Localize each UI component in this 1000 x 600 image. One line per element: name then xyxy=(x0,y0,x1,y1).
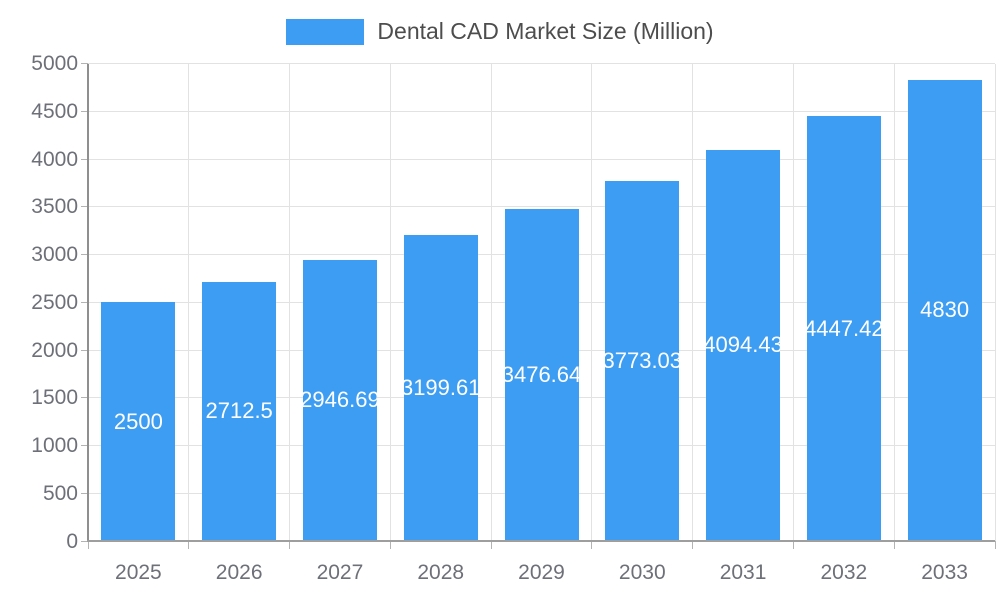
h-gridline xyxy=(88,158,995,160)
y-axis-tick-label: 3500 xyxy=(31,195,78,219)
y-axis-tick-label: 1500 xyxy=(31,386,78,410)
y-axis-tick-label: 3000 xyxy=(31,243,78,266)
x-axis-tick-label: 2029 xyxy=(518,561,565,584)
x-axis-tick xyxy=(87,541,89,549)
y-axis-tick-label: 2500 xyxy=(31,290,78,314)
bar-value-label: 3476.64 xyxy=(504,361,579,387)
x-axis-tick-label: 2033 xyxy=(921,561,968,584)
bar[interactable]: 2500 xyxy=(101,302,176,541)
x-axis-tick-label: 2032 xyxy=(820,561,868,584)
v-gridline xyxy=(188,63,190,541)
x-axis-tick-label: 2027 xyxy=(316,561,364,584)
x-axis-tick xyxy=(692,541,694,549)
bar-value-label: 2712.5 xyxy=(205,398,273,424)
legend-label: Dental CAD Market Size (Million) xyxy=(377,18,714,44)
v-gridline xyxy=(289,63,291,541)
x-axis-tick xyxy=(490,541,492,549)
y-axis-tick xyxy=(81,206,88,208)
bar[interactable]: 2946.69 xyxy=(302,259,377,541)
y-axis-tick xyxy=(81,158,88,160)
v-gridline xyxy=(792,63,794,541)
bar-value-label: 4830 xyxy=(920,297,970,323)
bar-value-label: 4447.42 xyxy=(806,315,881,341)
bar[interactable]: 3199.61 xyxy=(403,235,478,541)
h-gridline xyxy=(88,206,995,208)
x-axis-tick-label: 2030 xyxy=(618,561,666,584)
v-gridline xyxy=(692,63,694,541)
h-gridline xyxy=(88,110,995,112)
h-gridline xyxy=(88,63,995,64)
y-axis-tick xyxy=(81,301,88,303)
x-axis-tick xyxy=(389,541,391,549)
y-axis-tick xyxy=(81,540,88,542)
v-gridline xyxy=(389,63,391,541)
v-gridline xyxy=(994,63,996,541)
x-axis-tick-label: 2025 xyxy=(115,561,162,584)
y-axis-tick xyxy=(81,110,88,112)
bar[interactable]: 2712.5 xyxy=(202,281,277,541)
bar-value-label: 2500 xyxy=(113,408,163,434)
bar-value-label: 4094.43 xyxy=(706,332,781,358)
x-axis-tick xyxy=(188,541,190,549)
v-gridline xyxy=(490,63,492,541)
y-axis-tick xyxy=(81,63,88,64)
y-axis-tick xyxy=(81,397,88,399)
legend-item[interactable]: Dental CAD Market Size (Million) xyxy=(0,18,1000,45)
v-gridline xyxy=(591,63,593,541)
bar[interactable]: 4094.43 xyxy=(706,149,781,541)
x-axis-tick xyxy=(591,541,593,549)
bar-value-label: 2946.69 xyxy=(302,387,377,413)
y-axis-tick xyxy=(81,492,88,494)
bar-value-label: 3773.03 xyxy=(605,347,680,373)
x-axis-tick xyxy=(289,541,291,549)
y-axis-tick-label: 4000 xyxy=(31,147,78,171)
bar-value-label: 3199.61 xyxy=(403,375,478,401)
x-axis-tick-label: 2026 xyxy=(215,561,263,584)
x-axis-tick-label: 2028 xyxy=(417,561,465,584)
bar[interactable]: 4830 xyxy=(907,79,982,541)
y-axis-tick xyxy=(81,349,88,351)
y-axis-tick xyxy=(81,254,88,255)
y-axis-tick-label: 500 xyxy=(42,481,78,505)
x-axis-tick-label: 2031 xyxy=(719,561,767,584)
bar[interactable]: 3476.64 xyxy=(504,208,579,541)
x-axis-tick xyxy=(792,541,794,549)
y-axis-tick-label: 0 xyxy=(66,529,78,553)
x-axis-line xyxy=(87,540,995,542)
x-axis-tick xyxy=(893,541,895,549)
legend-swatch xyxy=(286,18,365,45)
v-gridline xyxy=(893,63,895,541)
bar[interactable]: 3773.03 xyxy=(605,180,680,541)
x-axis-tick xyxy=(994,541,996,549)
bar[interactable]: 4447.42 xyxy=(806,116,881,541)
y-axis-line xyxy=(87,63,89,542)
y-axis-tick-label: 1000 xyxy=(31,434,78,457)
y-axis-tick-label: 4500 xyxy=(31,99,78,123)
y-axis-tick-label: 2000 xyxy=(31,338,78,362)
y-axis-tick xyxy=(81,445,88,446)
y-axis-tick-label: 5000 xyxy=(31,52,78,75)
